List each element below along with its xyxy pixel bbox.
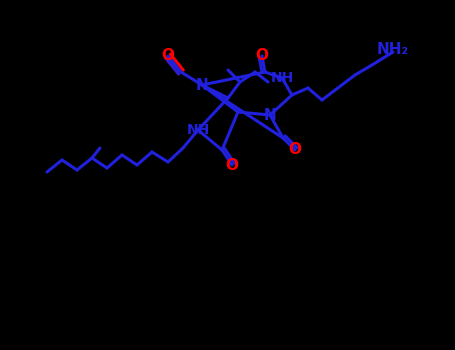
Text: NH: NH xyxy=(270,71,293,85)
Text: NH: NH xyxy=(187,123,210,137)
Text: O: O xyxy=(226,158,238,173)
Text: O: O xyxy=(288,142,302,158)
Text: N: N xyxy=(263,107,276,122)
Text: N: N xyxy=(196,77,208,92)
Text: NH₂: NH₂ xyxy=(377,42,409,57)
Text: O: O xyxy=(162,49,175,63)
Text: O: O xyxy=(256,49,268,63)
